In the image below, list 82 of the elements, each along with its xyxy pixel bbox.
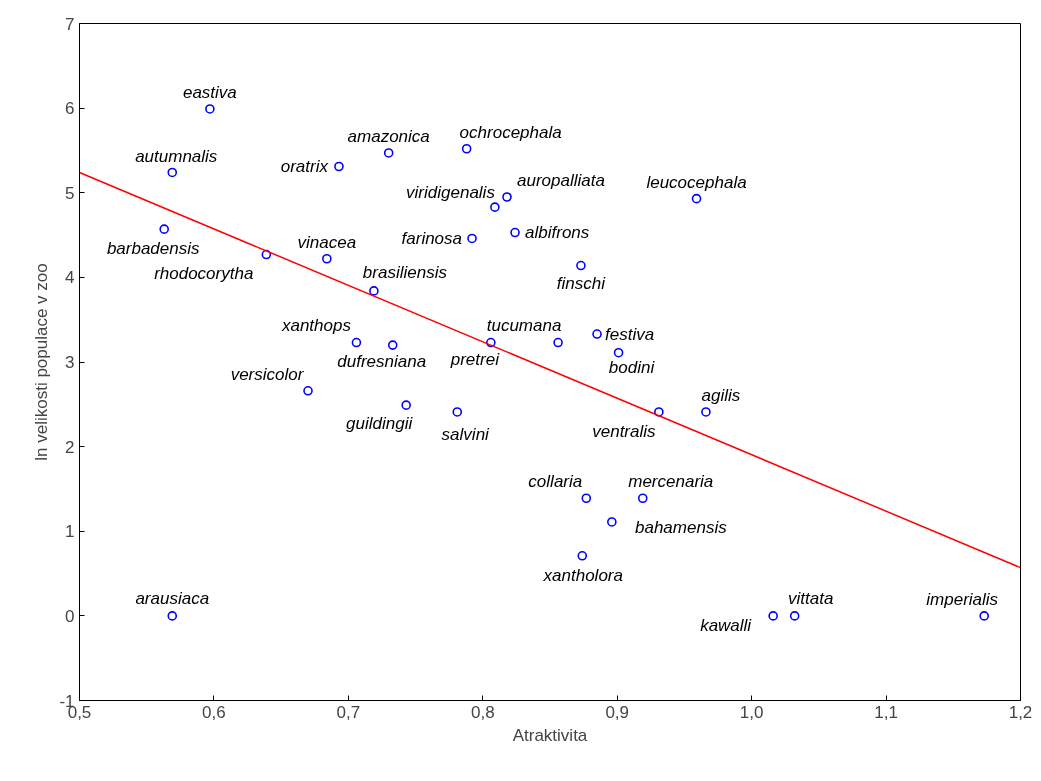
- point: [577, 551, 588, 561]
- data-label: xanthops: [280, 316, 352, 336]
- point: [467, 233, 477, 244]
- point: [334, 161, 344, 172]
- y-tick-label: 2: [65, 437, 75, 457]
- x-tick-label: 1,2: [1008, 702, 1033, 722]
- data-label: guildingii: [346, 413, 414, 433]
- point: [205, 104, 215, 114]
- y-tick-label: 1: [65, 522, 75, 542]
- point: [592, 329, 602, 339]
- x-tick-label: 0,9: [605, 702, 630, 722]
- data-label: ventralis: [592, 422, 657, 442]
- y-tick-label: 7: [65, 14, 75, 34]
- data-label: viridigenalis: [406, 182, 496, 202]
- point: [452, 407, 463, 417]
- x-axis-title: Atraktivita: [512, 725, 588, 745]
- point: [461, 143, 472, 154]
- data-label: brasiliensis: [362, 263, 448, 283]
- point: [607, 517, 617, 527]
- data-label: eastiva: [182, 83, 237, 103]
- point: [159, 224, 169, 234]
- data-label: auropalliata: [517, 171, 605, 191]
- point: [490, 202, 500, 212]
- data-label: vinacea: [297, 233, 357, 253]
- data-label: bahamensis: [635, 518, 728, 538]
- point: [387, 340, 398, 350]
- point: [701, 407, 711, 417]
- data-label: pretrei: [449, 350, 501, 370]
- data-label: farinosa: [401, 228, 463, 248]
- point: [789, 611, 800, 621]
- point: [303, 385, 313, 396]
- data-label: barbadensis: [106, 238, 200, 258]
- data-label: oratrix: [280, 157, 329, 177]
- data-label: collaria: [528, 471, 583, 491]
- y-axis-title: ln velikosti populace v zoo: [32, 263, 52, 461]
- data-label: versicolor: [230, 365, 305, 385]
- data-label: ochrocephala: [459, 123, 562, 143]
- data-label: imperialis: [926, 590, 999, 610]
- data-label: amazonica: [347, 127, 430, 147]
- x-tick-label: 0,7: [336, 702, 361, 722]
- point: [613, 347, 624, 358]
- point: [351, 337, 362, 348]
- data-label: mercenaria: [628, 471, 714, 491]
- x-tick-label: 1,1: [874, 702, 898, 722]
- point: [401, 400, 411, 410]
- data-label: bodini: [608, 358, 656, 378]
- data-label: xantholora: [542, 566, 623, 586]
- y-tick-label: 5: [65, 183, 75, 203]
- data-label: salvini: [441, 425, 491, 445]
- point: [576, 260, 586, 271]
- point: [369, 286, 379, 296]
- data-label: vittata: [787, 589, 834, 609]
- data-label: agilis: [701, 386, 741, 406]
- data-label: tucumana: [486, 316, 562, 336]
- data-label: rhodocorytha: [154, 264, 254, 284]
- point: [167, 611, 178, 621]
- data-label: festiva: [605, 324, 655, 344]
- point: [553, 337, 563, 348]
- data-label: albifrons: [525, 223, 590, 243]
- data-label: leucocephala: [646, 173, 747, 193]
- point: [979, 611, 989, 621]
- data-label: autumnalis: [135, 146, 218, 166]
- point: [322, 253, 332, 264]
- point: [691, 193, 702, 204]
- point: [510, 227, 520, 238]
- x-tick-label: 0,8: [470, 702, 495, 722]
- data-label: finschi: [556, 274, 607, 294]
- point: [768, 611, 778, 621]
- y-tick-label: 6: [65, 99, 75, 119]
- y-tick-label: 3: [65, 353, 75, 372]
- point: [383, 148, 394, 158]
- x-tick-label: 1,0: [739, 702, 764, 722]
- data-label: dufresniana: [337, 351, 427, 371]
- point: [637, 493, 648, 504]
- data-label: arausiaca: [135, 589, 210, 609]
- x-tick-label: 0,6: [202, 702, 226, 722]
- point: [502, 192, 512, 202]
- y-tick-label: 0: [65, 606, 75, 626]
- point: [581, 493, 592, 504]
- y-tick-label: 4: [65, 268, 75, 288]
- point: [167, 167, 178, 178]
- data-label: kawalli: [700, 616, 753, 636]
